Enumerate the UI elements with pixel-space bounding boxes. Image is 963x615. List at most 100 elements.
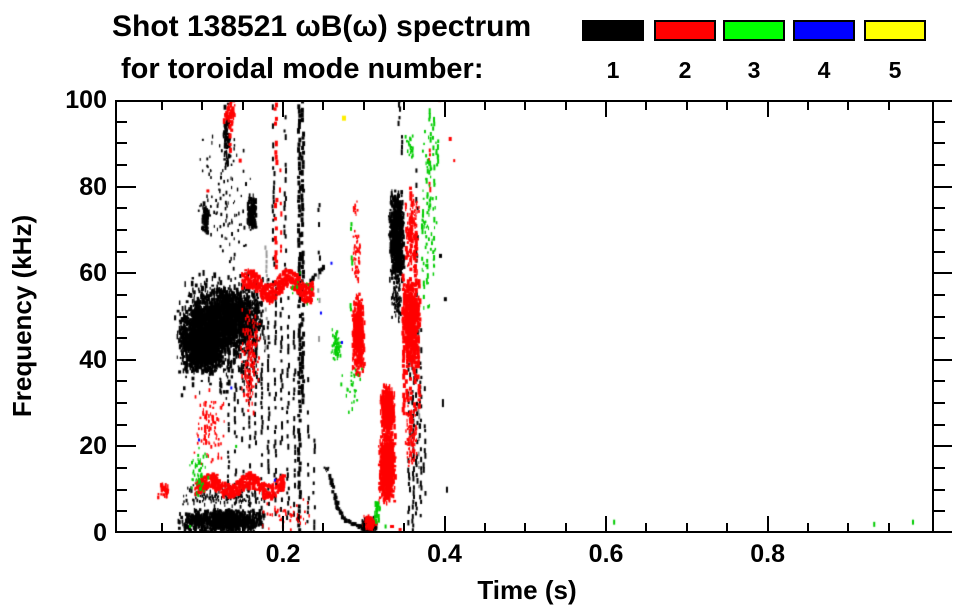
y-minor-tick	[117, 228, 127, 231]
y-major-tick-right	[934, 445, 952, 448]
x-minor-tick-top	[645, 102, 648, 110]
x-minor-tick	[726, 523, 729, 531]
x-minor-tick	[241, 523, 244, 531]
plot-border-top	[115, 100, 934, 102]
x-tick-label: 0.2	[265, 540, 301, 568]
y-minor-tick-right	[934, 510, 945, 513]
legend-number-4: 4	[817, 57, 831, 83]
x-major-tick	[766, 516, 769, 531]
y-minor-tick	[117, 337, 127, 340]
legend-swatch-1	[582, 20, 644, 41]
y-tick-label: 60	[79, 259, 107, 288]
y-minor-tick	[117, 293, 127, 296]
x-major-tick	[605, 516, 608, 531]
y-minor-tick	[117, 467, 127, 470]
x-minor-tick	[201, 523, 204, 531]
x-minor-tick	[685, 523, 688, 531]
y-minor-tick-right	[934, 402, 945, 405]
spectrogram-canvas	[115, 100, 934, 533]
y-minor-tick-right	[934, 163, 945, 166]
y-minor-tick	[117, 250, 127, 253]
x-minor-tick-top	[201, 102, 204, 110]
x-minor-tick-top	[160, 102, 163, 110]
x-minor-tick	[887, 523, 890, 531]
y-major-tick	[117, 531, 136, 533]
x-minor-tick-top	[685, 102, 688, 110]
y-minor-tick-right	[934, 488, 945, 491]
x-minor-tick	[362, 523, 365, 531]
y-minor-tick	[117, 423, 127, 426]
legend-number-1: 1	[606, 57, 620, 83]
y-minor-tick-right	[934, 293, 945, 296]
y-axis-label: Frequency (kHz)	[7, 214, 37, 418]
x-minor-tick-top	[241, 102, 244, 110]
x-minor-tick-top	[807, 102, 809, 110]
y-minor-tick	[117, 163, 127, 166]
x-minor-tick	[483, 523, 486, 531]
legend-swatch-3	[723, 20, 785, 41]
y-minor-tick-right	[934, 467, 945, 470]
y-major-tick-right	[934, 272, 952, 275]
x-major-tick-top	[605, 102, 608, 117]
y-minor-tick	[117, 488, 127, 491]
y-tick-label: 80	[79, 172, 107, 201]
legend-swatch-2	[654, 20, 716, 41]
y-minor-tick-right	[934, 337, 945, 340]
x-minor-tick-top	[322, 102, 325, 110]
plot-border-bottom	[115, 531, 934, 533]
x-minor-tick-top	[524, 102, 527, 110]
y-major-tick-right	[934, 531, 952, 533]
y-minor-tick	[117, 380, 127, 383]
x-major-tick	[443, 516, 446, 531]
y-minor-tick-right	[934, 315, 945, 318]
y-major-tick	[117, 100, 136, 102]
legend-number-5: 5	[888, 57, 902, 83]
x-tick-label: 0.6	[588, 540, 624, 568]
x-tick-label: 0.4	[427, 540, 462, 568]
legend-number-2: 2	[678, 57, 692, 83]
figure-subtitle: for toroidal mode number:	[121, 53, 484, 85]
x-minor-tick-top	[362, 102, 365, 110]
y-minor-tick	[117, 315, 127, 318]
y-major-tick-right	[934, 358, 952, 361]
x-major-tick-top	[443, 102, 446, 117]
x-tick-label: 0.8	[750, 540, 785, 568]
legend-number-3: 3	[747, 57, 761, 83]
x-minor-tick	[524, 523, 527, 531]
y-major-tick	[117, 358, 136, 361]
y-tick-label: 100	[65, 86, 107, 114]
y-tick-label: 20	[79, 432, 107, 461]
y-tick-label: 40	[79, 345, 107, 374]
x-minor-tick-top	[726, 102, 729, 110]
plot-area	[115, 100, 952, 533]
x-major-tick-top	[282, 102, 284, 117]
x-minor-tick	[847, 523, 850, 531]
x-minor-tick-top	[403, 102, 406, 110]
x-major-tick-top	[766, 102, 769, 117]
plot-border-left	[115, 100, 117, 533]
y-minor-tick-right	[934, 228, 945, 231]
y-minor-tick	[117, 142, 127, 145]
x-minor-tick-top	[483, 102, 486, 110]
figure-title: Shot 138521 ωB(ω) spectrum	[112, 10, 532, 43]
y-minor-tick-right	[934, 250, 945, 253]
y-minor-tick-right	[934, 423, 945, 426]
y-major-tick	[117, 445, 136, 448]
y-minor-tick	[117, 120, 127, 123]
x-major-tick	[282, 516, 284, 531]
x-axis-label: Time (s)	[477, 575, 577, 605]
y-minor-tick-right	[934, 142, 945, 145]
plot-border-right	[932, 100, 934, 533]
x-minor-tick-top	[564, 102, 567, 110]
y-minor-tick-right	[934, 380, 945, 383]
y-minor-tick	[117, 402, 127, 405]
x-minor-tick	[160, 523, 163, 531]
y-major-tick	[117, 185, 136, 188]
y-minor-tick-right	[934, 120, 945, 123]
x-minor-tick	[322, 523, 325, 531]
legend-swatch-5	[864, 20, 926, 41]
y-major-tick-right	[934, 185, 952, 188]
legend-swatch-4	[793, 20, 855, 41]
y-minor-tick-right	[934, 207, 945, 210]
